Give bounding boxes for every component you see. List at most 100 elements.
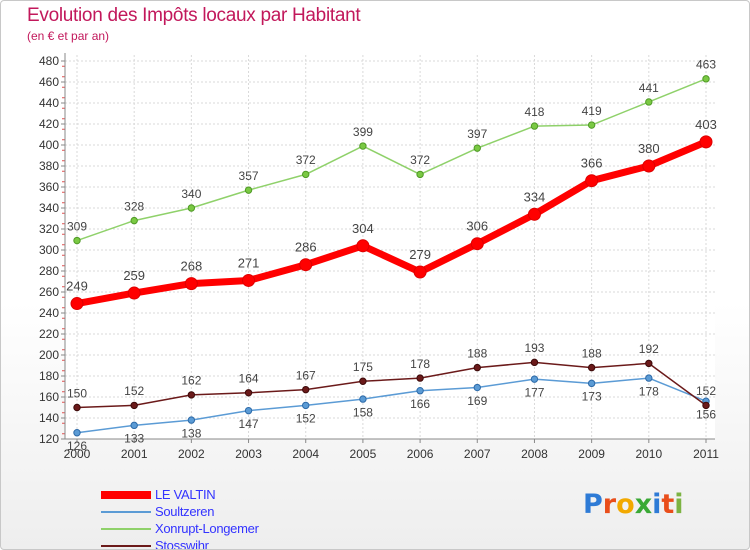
- y-tick-label: 120: [39, 432, 59, 446]
- x-tick-label: 2000: [64, 447, 91, 461]
- point-xonrupt-longemer: [530, 122, 539, 130]
- data-label-stosswihr: 193: [524, 341, 544, 355]
- point-stosswihr: [645, 359, 653, 368]
- data-label-soultzeren: 166: [410, 397, 430, 411]
- point-stosswihr: [702, 401, 710, 410]
- point-le-valtin: [70, 297, 84, 311]
- y-tick-label: 140: [39, 411, 59, 425]
- point-stosswihr: [73, 403, 81, 412]
- point-xonrupt-longemer: [473, 144, 481, 152]
- y-tick-label: 320: [39, 222, 59, 236]
- point-stosswihr: [359, 377, 367, 385]
- data-label-le-valtin: 271: [238, 255, 260, 270]
- x-tick-label: 2005: [350, 447, 377, 461]
- data-label-soultzeren: 147: [239, 417, 259, 431]
- data-label-xonrupt-longemer: 340: [181, 187, 201, 201]
- data-label-soultzeren: 177: [524, 385, 544, 399]
- x-tick-label: 2007: [464, 447, 491, 461]
- x-tick-label: 2003: [235, 447, 262, 461]
- data-label-stosswihr: 162: [181, 374, 201, 388]
- series-line-le-valtin: [76, 138, 708, 307]
- data-label-stosswihr: 188: [467, 346, 487, 360]
- y-tick-label: 400: [39, 138, 59, 152]
- point-soultzeren: [416, 387, 424, 395]
- y-tick-label: 440: [39, 96, 59, 110]
- x-tick-label: 2009: [578, 447, 605, 461]
- point-soultzeren: [359, 395, 367, 403]
- data-label-soultzeren: 178: [639, 384, 659, 398]
- data-label-stosswihr: 188: [582, 346, 602, 360]
- data-label-le-valtin: 334: [524, 189, 546, 204]
- point-stosswihr: [530, 358, 539, 367]
- legend-swatch: [101, 511, 151, 513]
- logo-letter: x: [634, 489, 653, 520]
- legend-label: Soultzeren: [155, 504, 215, 519]
- data-label-xonrupt-longemer: 372: [296, 153, 316, 167]
- point-le-valtin: [413, 265, 427, 279]
- data-label-le-valtin: 249: [66, 279, 88, 294]
- logo-letter: r: [602, 489, 617, 520]
- data-label-soultzeren: 158: [353, 405, 373, 419]
- point-stosswihr: [473, 363, 481, 372]
- series-line-stosswihr: [76, 361, 707, 409]
- data-label-stosswihr: 150: [67, 386, 87, 400]
- x-tick-label: 2002: [178, 447, 205, 461]
- point-le-valtin: [699, 135, 713, 149]
- data-label-stosswihr: 152: [124, 384, 144, 398]
- data-label-soultzeren: 138: [181, 426, 201, 440]
- logo-letter: t: [661, 489, 675, 520]
- point-soultzeren: [302, 401, 310, 410]
- legend-label: Xonrupt-Longemer: [155, 521, 259, 536]
- point-xonrupt-longemer: [645, 98, 653, 106]
- logo-letter: i: [674, 489, 684, 520]
- y-tick-label: 180: [39, 369, 59, 383]
- data-label-soultzeren: 173: [582, 390, 602, 404]
- y-tick-label: 260: [39, 285, 59, 299]
- data-label-soultzeren: 152: [296, 412, 316, 426]
- point-xonrupt-longemer: [244, 186, 253, 194]
- series-line-soultzeren: [76, 377, 707, 434]
- line-chart: 120 140 160 180 200 220 240 260 280 300 320 340 360 3…: [39, 53, 719, 461]
- y-tick-label: 420: [39, 117, 59, 131]
- point-soultzeren: [187, 416, 196, 424]
- data-label-xonrupt-longemer: 441: [639, 81, 659, 95]
- data-label-soultzeren: 133: [124, 432, 144, 446]
- data-label-xonrupt-longemer: 328: [124, 199, 144, 213]
- point-soultzeren: [244, 406, 253, 415]
- y-tick-label: 380: [39, 159, 59, 173]
- data-label-xonrupt-longemer: 309: [67, 219, 87, 233]
- data-label-xonrupt-longemer: 399: [353, 125, 373, 139]
- chart-title: Evolution des Impôts locaux par Habitant: [27, 5, 361, 26]
- point-le-valtin: [356, 239, 370, 253]
- legend-swatch: [101, 545, 151, 547]
- x-tick-label: 2008: [521, 447, 548, 461]
- data-label-soultzeren: 169: [467, 394, 487, 408]
- data-label-xonrupt-longemer: 419: [582, 104, 602, 118]
- data-label-le-valtin: 268: [181, 259, 203, 274]
- y-tick-label: 300: [39, 243, 59, 257]
- point-le-valtin: [527, 207, 541, 221]
- data-label-xonrupt-longemer: 463: [696, 58, 716, 72]
- data-label-le-valtin: 259: [123, 268, 145, 283]
- data-label-stosswihr: 178: [410, 357, 430, 371]
- legend-swatch: [101, 491, 151, 499]
- data-label-le-valtin: 306: [466, 219, 488, 234]
- point-stosswihr: [302, 385, 310, 394]
- y-tick-label: 460: [39, 75, 59, 89]
- point-xonrupt-longemer: [587, 121, 596, 129]
- y-tick-label: 240: [39, 306, 59, 320]
- data-label-le-valtin: 403: [695, 117, 717, 132]
- point-xonrupt-longemer: [702, 75, 710, 83]
- data-label-stosswihr: 152: [696, 384, 716, 398]
- point-stosswihr: [130, 401, 138, 410]
- y-tick-label: 340: [39, 201, 59, 215]
- point-soultzeren: [645, 374, 653, 382]
- series-line-xonrupt-longemer: [76, 78, 707, 242]
- legend-label: LE VALTIN: [155, 487, 216, 502]
- y-tick-label: 360: [39, 180, 59, 194]
- data-label-le-valtin: 380: [638, 141, 660, 156]
- point-le-valtin: [299, 258, 313, 272]
- point-le-valtin: [470, 237, 484, 251]
- x-tick-label: 2011: [693, 447, 719, 461]
